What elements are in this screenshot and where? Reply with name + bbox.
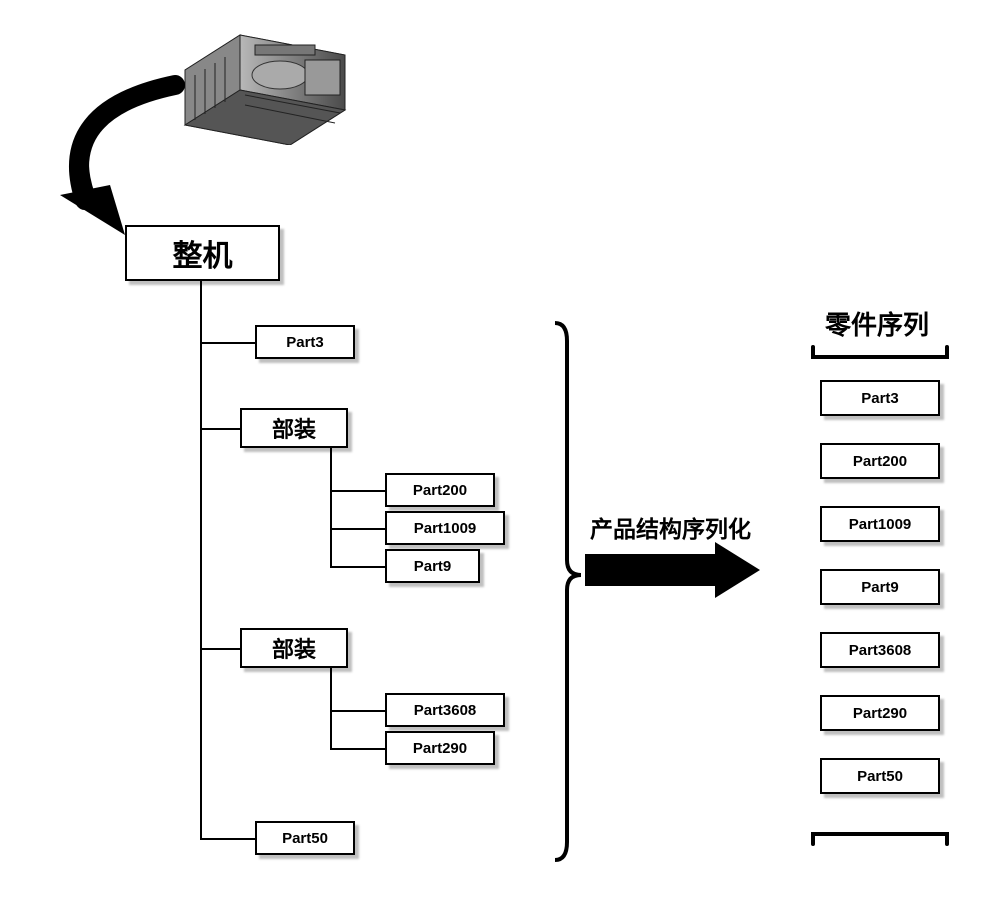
part-list-title: 零件序列	[825, 305, 929, 342]
branch-sub1	[200, 428, 240, 430]
curly-brace	[545, 320, 585, 865]
tree-root: 整机	[125, 225, 280, 281]
leaf-part50: Part50	[255, 821, 355, 855]
branch-p290	[330, 748, 385, 750]
list-bracket-bottom-icon	[810, 830, 950, 846]
branch-p50	[200, 838, 255, 840]
list-item: Part3	[820, 380, 940, 416]
leaf-part9: Part9	[385, 549, 480, 583]
sub-assembly-2: 部装	[240, 628, 348, 668]
list-item: Part3608	[820, 632, 940, 668]
leaf-part290: Part290	[385, 731, 495, 765]
sub-assembly-1: 部装	[240, 408, 348, 448]
leaf-part200: Part200	[385, 473, 495, 507]
list-item: Part50	[820, 758, 940, 794]
leaf-part3608: Part3608	[385, 693, 505, 727]
tree-trunk	[200, 281, 202, 838]
leaf-part3: Part3	[255, 325, 355, 359]
branch-part3	[200, 342, 255, 344]
big-arrow-icon	[585, 540, 765, 600]
branch-p1009	[330, 528, 385, 530]
branch-p200	[330, 490, 385, 492]
curve-arrow	[0, 0, 300, 260]
branch-p9	[330, 566, 385, 568]
sub1-trunk	[330, 448, 332, 566]
list-bracket-top-icon	[810, 345, 950, 361]
list-item: Part9	[820, 569, 940, 605]
list-item: Part290	[820, 695, 940, 731]
leaf-part1009: Part1009	[385, 511, 505, 545]
branch-sub2	[200, 648, 240, 650]
branch-p3608	[330, 710, 385, 712]
serialize-label: 产品结构序列化	[590, 510, 751, 544]
sub2-trunk	[330, 668, 332, 748]
list-item: Part1009	[820, 506, 940, 542]
list-item: Part200	[820, 443, 940, 479]
